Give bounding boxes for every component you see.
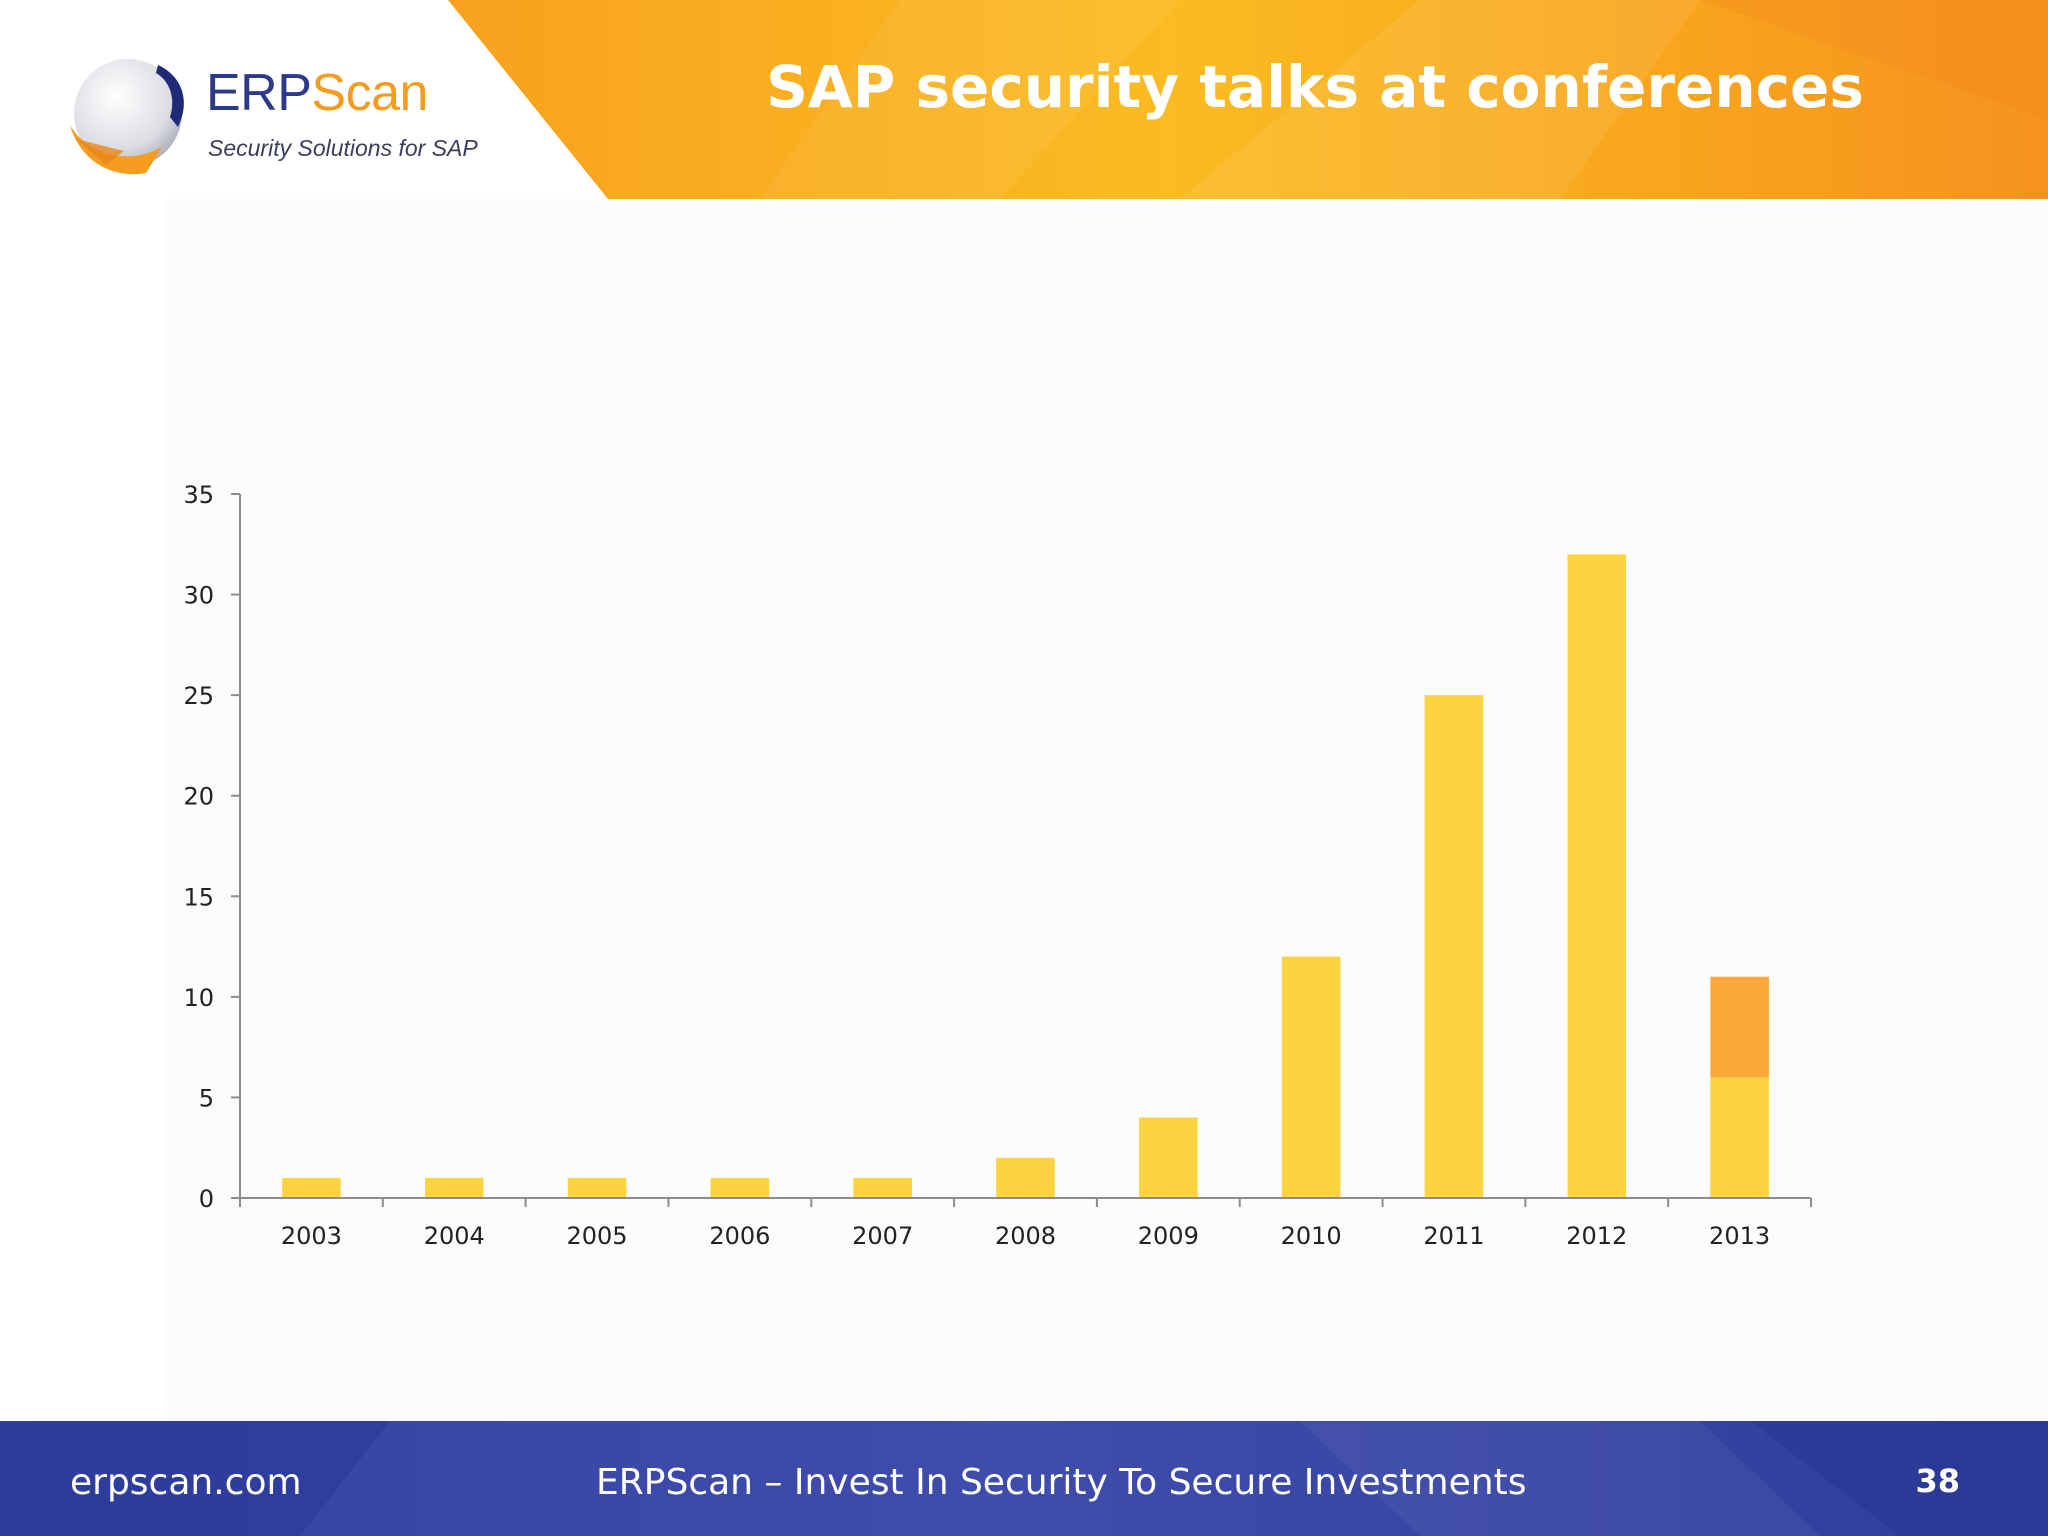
y-tick-label: 30 — [183, 582, 214, 610]
bar-2006-series-1 — [710, 1177, 770, 1198]
logo-erp-text: ERP — [206, 64, 312, 122]
footer-band — [0, 1421, 2048, 1536]
bar-2007-series-1 — [853, 1177, 912, 1198]
bar-2011-series-1 — [1424, 695, 1484, 1198]
y-tick-label: 25 — [183, 682, 214, 710]
y-tick-label: 0 — [199, 1185, 214, 1213]
bar-2013-series-2 — [1710, 976, 1769, 1078]
x-tick-label: 2006 — [709, 1222, 770, 1250]
footer-slogan: ERPScan – Invest In Security To Secure I… — [596, 1462, 1527, 1503]
x-tick-label: 2004 — [424, 1222, 485, 1250]
footer-website: erpscan.com — [70, 1462, 302, 1503]
bar-2005-series-1 — [567, 1177, 627, 1198]
y-tick-label: 20 — [183, 783, 214, 811]
bar-2009-series-1 — [1139, 1117, 1198, 1198]
x-tick-label: 2010 — [1281, 1222, 1342, 1250]
logo-tagline: Security Solutions for SAP — [208, 135, 478, 161]
x-tick-label: 2007 — [852, 1222, 913, 1250]
slide-title: SAP security talks at conferences — [766, 53, 1864, 121]
x-tick-label: 2005 — [567, 1222, 628, 1250]
y-tick-label: 35 — [183, 481, 214, 509]
x-tick-label: 2008 — [995, 1222, 1056, 1250]
bar-2013-series-1 — [1710, 1077, 1769, 1198]
slide-background — [165, 199, 2048, 1421]
globe-icon — [70, 59, 184, 175]
x-tick-label: 2013 — [1709, 1222, 1770, 1250]
y-tick-label: 10 — [183, 984, 214, 1012]
x-tick-label: 2009 — [1138, 1222, 1199, 1250]
bar-2003-series-1 — [282, 1177, 341, 1198]
bar-2010-series-1 — [1281, 956, 1341, 1198]
bar-2004-series-1 — [424, 1177, 484, 1198]
erpscan-logo: ERPScan Security Solutions for SAP — [66, 55, 496, 175]
x-tick-label: 2003 — [281, 1222, 342, 1250]
y-tick-label: 5 — [199, 1084, 214, 1112]
x-tick-label: 2012 — [1566, 1222, 1627, 1250]
logo-scan-text: Scan — [311, 64, 428, 122]
y-tick-label: 15 — [183, 883, 214, 911]
bar-2008-series-1 — [996, 1157, 1055, 1198]
bar-2012-series-1 — [1567, 554, 1627, 1198]
logo-wordmark: ERPScan — [206, 67, 428, 119]
page-number: 38 — [1915, 1462, 1960, 1500]
x-tick-label: 2011 — [1423, 1222, 1484, 1250]
header-band — [448, 0, 2048, 199]
